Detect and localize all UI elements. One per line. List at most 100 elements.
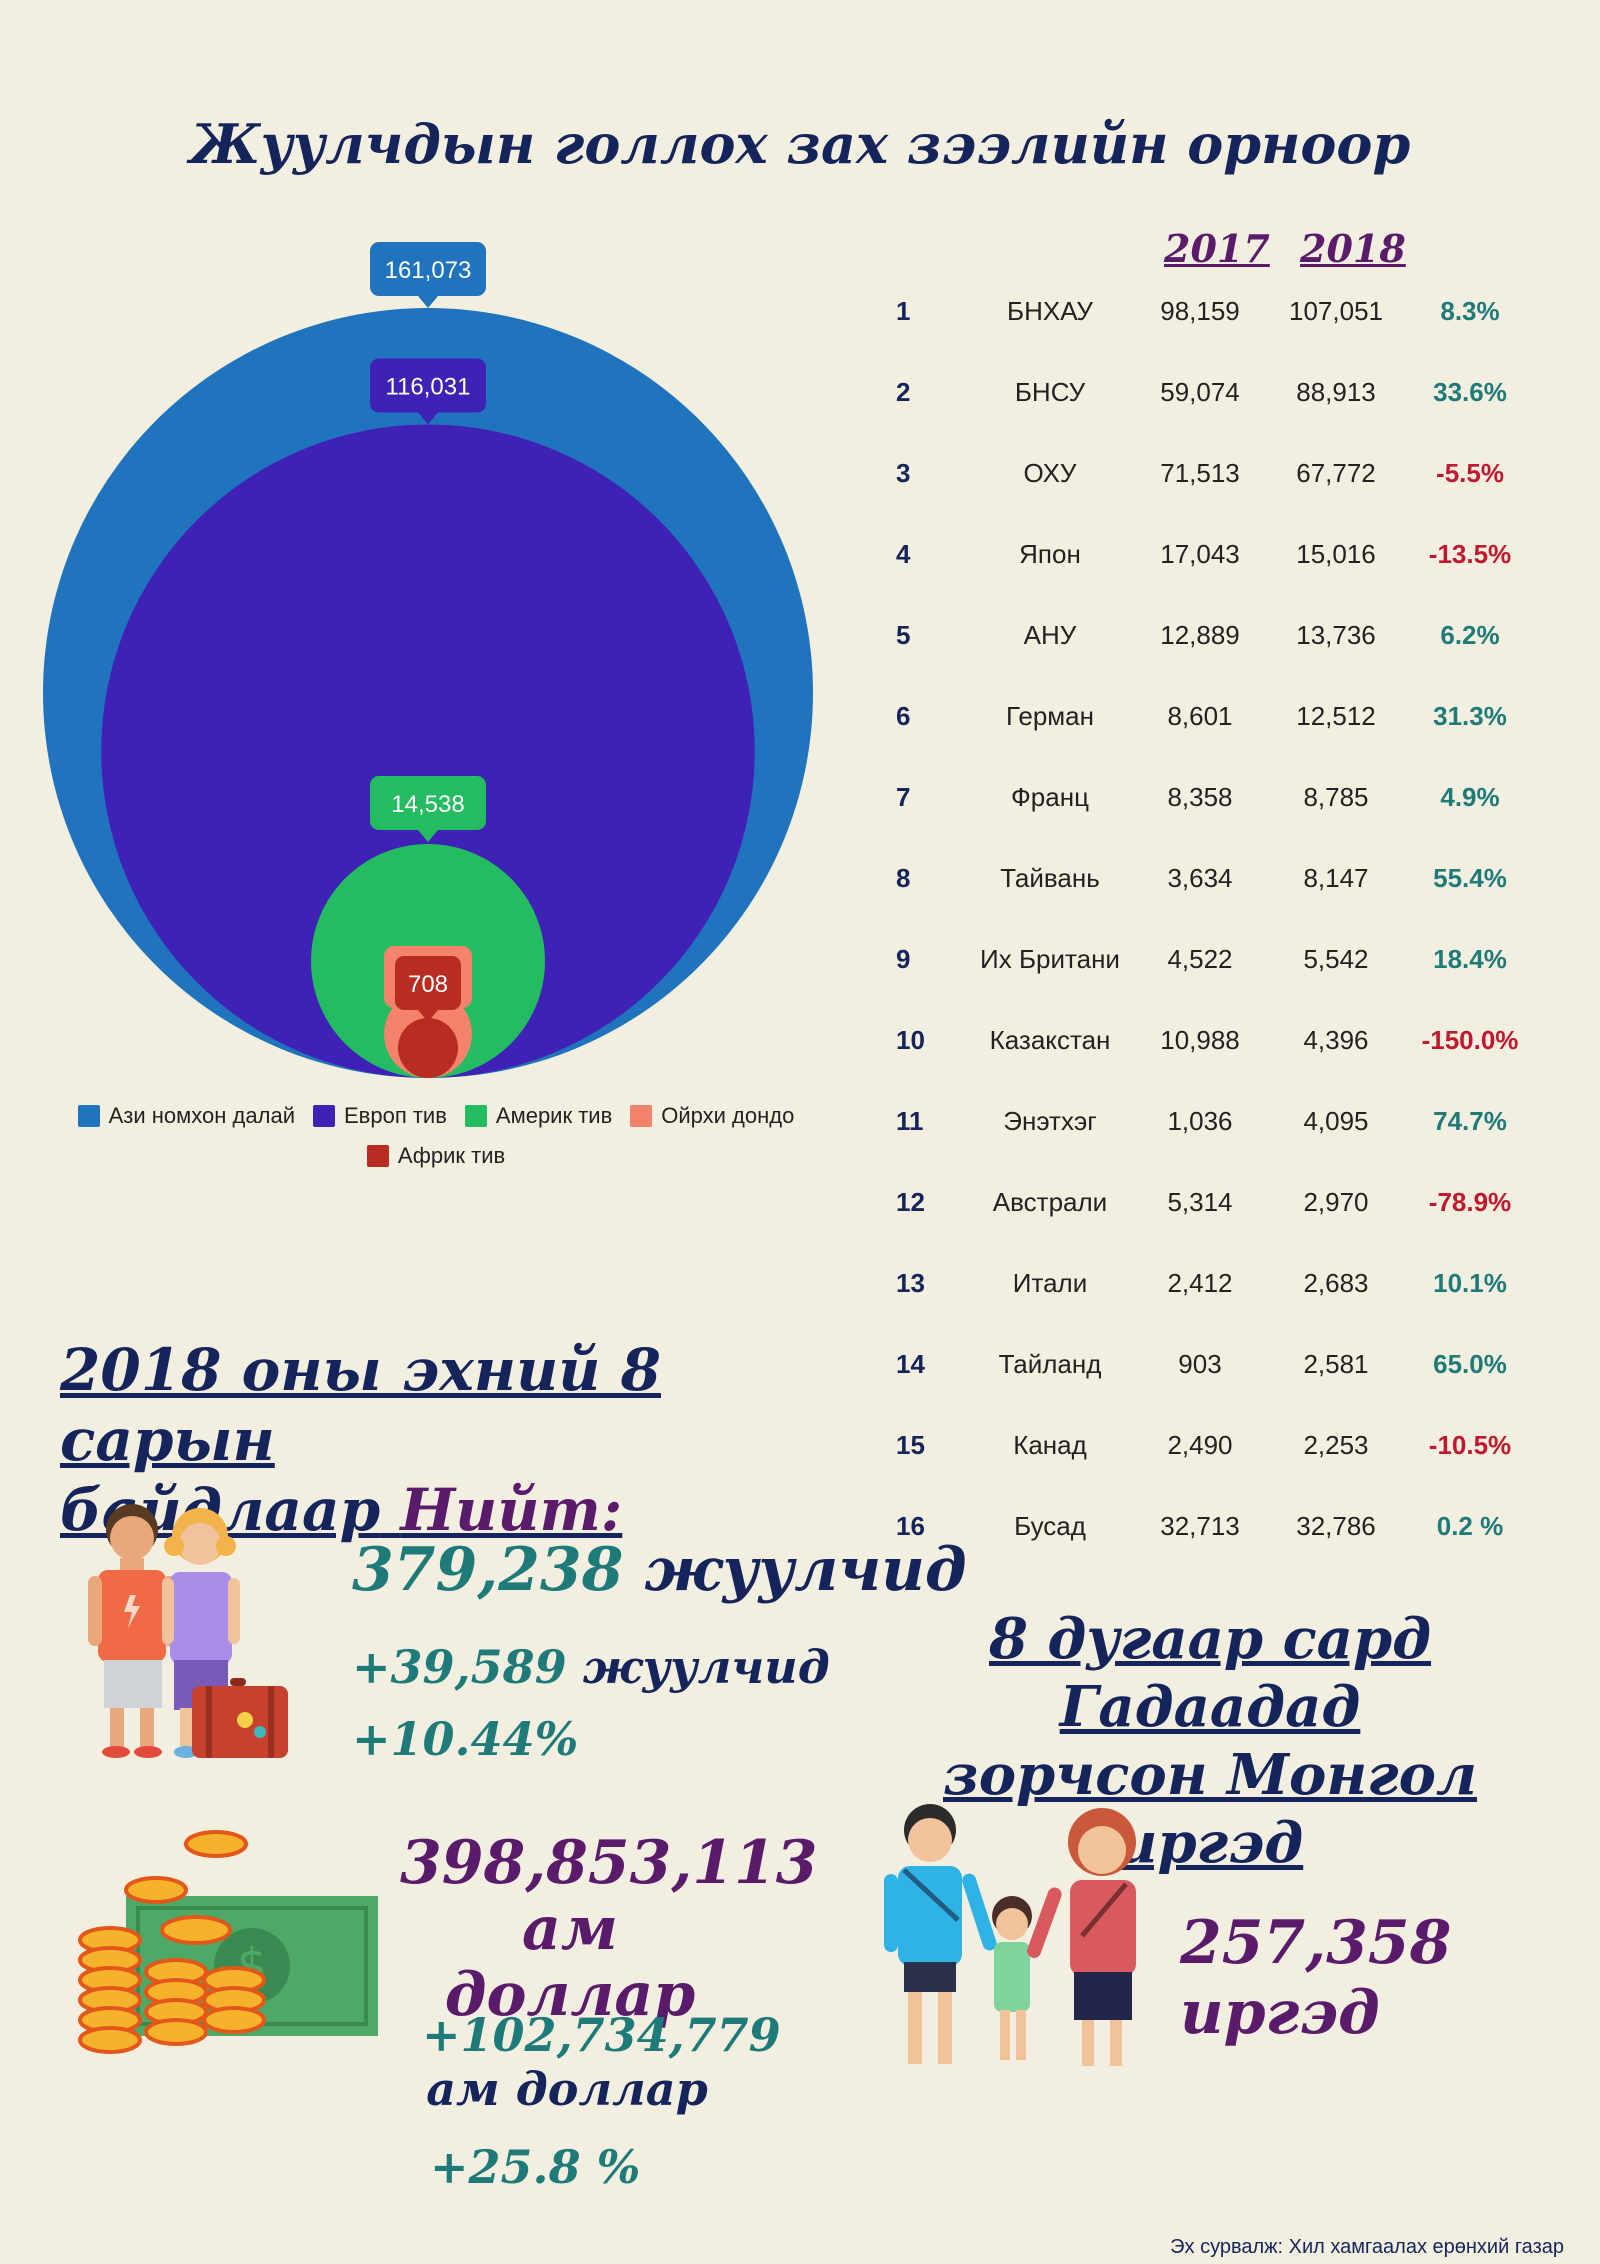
bubble-chart-svg: 161,073 116,031 14,538 708 [43,242,813,1078]
legend-swatch [77,1105,100,1127]
row-rank: 2 [896,377,911,407]
tourists-diff: +39,589 жуулчид [352,1640,830,1694]
tourists-pct: +10.44% [352,1712,579,1766]
row-rank: 15 [896,1430,925,1460]
row-value-2017: 3,634 [1167,863,1233,893]
row-country: Канад [1013,1430,1087,1460]
row-change: 4.9% [1440,782,1500,812]
row-rank: 11 [896,1106,924,1136]
row-value-2018: 2,253 [1303,1430,1369,1460]
row-rank: 4 [896,539,911,569]
row-rank: 1 [896,296,911,326]
family-illustration [884,1804,1136,2066]
legend-item: Европ тив [312,1103,447,1129]
money-total-unit: ам доллар [444,1894,696,2030]
row-change: -13.5% [1428,539,1512,569]
legend-label: Ази номхон далай [108,1103,295,1128]
row-change: 74.7% [1433,1106,1507,1136]
row-change: 10.1% [1433,1268,1507,1298]
table-row: 16 Бусад 32,713 32,786 0.2 % [880,1497,1560,1557]
row-country: БНХАУ [1007,296,1093,326]
row-rank: 7 [896,782,911,812]
row-change: 8.3% [1440,296,1500,326]
bubble-label: 708 [408,971,448,998]
row-value-2017: 2,490 [1167,1430,1233,1460]
row-value-2017: 2,412 [1167,1268,1233,1298]
row-change: 0.2 % [1436,1511,1504,1541]
table-row: 14 Тайланд 903 2,581 65.0% [880,1335,1560,1395]
table-row: 12 Австрали 5,314 2,970 -78.9% [880,1173,1560,1233]
legend-item: Африк тив [366,1143,505,1169]
bubble-label: 116,031 [386,373,471,400]
row-value-2017: 71,513 [1160,458,1240,488]
legend-swatch [366,1145,389,1167]
table-row: 6 Герман 8,601 12,512 31.3% [880,687,1560,747]
row-country: АНУ [1023,620,1077,650]
bubble-callout: 14,538 [370,776,486,842]
bubble-label: 161,073 [385,257,472,284]
chart-legend: Ази номхон далай Европ тив Америк тив Ойрхи… [36,1103,836,1169]
row-rank: 10 [896,1025,925,1055]
row-value-2018: 8,147 [1303,863,1369,893]
legend-swatch [464,1105,487,1127]
row-value-2017: 10,988 [1160,1025,1240,1055]
row-value-2017: 8,358 [1167,782,1233,812]
row-change: 18.4% [1433,944,1507,974]
table-row: 7 Франц 8,358 8,785 4.9% [880,768,1560,828]
bubble-callout: 708 [384,946,472,1022]
tourists-total-number: 379,238 [352,1535,624,1605]
table-row: 9 Их Британи 4,522 5,542 18.4% [880,930,1560,990]
row-rank: 6 [896,701,911,731]
row-value-2018: 2,970 [1303,1187,1369,1217]
row-value-2017: 98,159 [1160,296,1240,326]
table-row: 3 ОХУ 71,513 67,772 -5.5% [880,444,1560,504]
row-value-2017: 59,074 [1160,377,1240,407]
row-value-2018: 4,396 [1303,1025,1369,1055]
row-value-2017: 32,713 [1160,1511,1240,1541]
table-row: 5 АНУ 12,889 13,736 6.2% [880,606,1560,666]
bubble [101,424,755,1078]
legend-label: Ойрхи дондо [661,1103,795,1128]
money-diff-unit: ам доллар [426,2062,708,2116]
row-value-2018: 107,051 [1289,296,1383,326]
table-row: 13 Итали 2,412 2,683 10.1% [880,1254,1560,1314]
row-value-2018: 4,095 [1303,1106,1369,1136]
column-header-2018: 2018 [1300,226,1406,271]
row-value-2018: 5,542 [1303,944,1369,974]
table-row: 11 Энэтхэг 1,036 4,095 74.7% [880,1092,1560,1152]
outbound-title-line1: 8 дугаар сард Гадаадад [988,1606,1432,1740]
legend-swatch [312,1105,335,1127]
row-country: Герман [1006,701,1094,731]
row-value-2017: 8,601 [1167,701,1233,731]
row-change: -78.9% [1428,1187,1512,1217]
row-country: Казакстан [989,1025,1111,1055]
row-rank: 16 [896,1511,925,1541]
row-value-2018: 8,785 [1303,782,1369,812]
tourists-total: 379,238 жуулчид [352,1535,967,1605]
legend-item: Ази номхон далай [77,1103,295,1129]
legend-item: Ойрхи дондо [630,1103,794,1129]
row-value-2018: 67,772 [1296,458,1376,488]
row-change: -150.0% [1421,1025,1519,1055]
outbound-title-line2: зорчсон Монгол иргэд [942,1742,1478,1876]
row-country: ОХУ [1023,458,1077,488]
source-note: Эх сурвалж: Хил хамгаалах ерөнхий газар [1170,2236,1564,2258]
row-value-2017: 4,522 [1167,944,1233,974]
row-value-2018: 12,512 [1296,701,1376,731]
row-value-2018: 32,786 [1296,1511,1376,1541]
money-diff-number: +102,734,779 [422,2008,781,2062]
totals-title: 2018 оны эхний 8 сарын байдлаар Нийт: [60,1335,830,1545]
tourist-kids-illustration [88,1504,288,1758]
bubble-chart: 161,073 116,031 14,538 708 [30,230,830,1090]
row-value-2017: 1,036 [1167,1106,1233,1136]
table-header: 2017 2018 [1130,226,1430,272]
row-value-2018: 2,581 [1303,1349,1369,1379]
bubble-callout: 116,031 [370,358,486,425]
money-diff: +102,734,779 ам доллар [422,2008,781,2116]
legend-item: Америк тив [464,1103,612,1129]
row-country: Итали [1012,1268,1088,1298]
page-title: Жуулчдын голлох зах зээлийн орноор [189,112,1411,176]
row-change: 6.2% [1440,620,1500,650]
outbound-count: 257,358 иргэд [1180,1908,1452,2048]
row-value-2017: 903 [1178,1349,1222,1379]
